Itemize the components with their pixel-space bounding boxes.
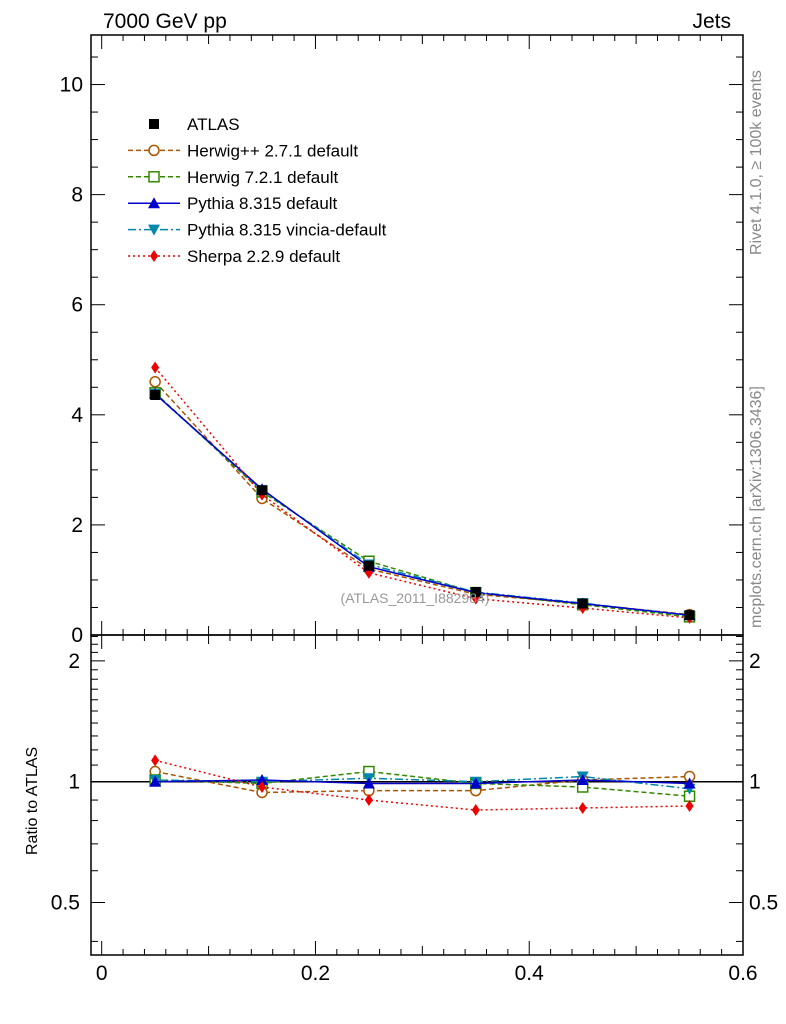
data-point-herwig-2-7-1-default	[149, 376, 161, 388]
data-point-atlas	[684, 610, 695, 621]
analysis-watermark: (ATLAS_2011_I882984)	[341, 590, 490, 606]
header-left: 7000 GeV pp	[103, 10, 227, 33]
main-y-tick-label: 8	[71, 184, 83, 207]
ratio-point-pythia-8-315-default	[469, 777, 482, 789]
ratio-line-pythia-8-315-vincia-default	[155, 775, 690, 790]
ratio-point-pythia-8-315-default	[576, 773, 589, 785]
ratio-line-herwig-2-7-1-default	[154, 770, 690, 794]
data-point-atlas	[470, 587, 481, 598]
main-y-tick-label: 2	[71, 514, 83, 537]
ratio-y-tick-label-left: 2	[68, 650, 80, 673]
ratio-series-group	[149, 754, 696, 817]
rivet-version-label: Rivet 4.1.0, ≥ 100k events	[748, 70, 765, 255]
main-y-tick-label: 6	[71, 294, 83, 317]
ratio-point-sherpa-2-2-9-default	[685, 799, 694, 812]
legend-marker-sherpa-2-2-9-default	[150, 250, 158, 262]
ratio-line-sherpa-2-2-9-default	[154, 759, 690, 811]
ratio-point-sherpa-2-2-9-default	[364, 794, 373, 807]
ratio-y-tick-label-left: 0.5	[51, 892, 80, 915]
legend-label-sherpa-2-2-9-default: Sherpa 2.2.9 default	[187, 247, 340, 266]
x-tick-label: 0.2	[301, 962, 330, 985]
legend-marker-herwig-2-7-1-default	[148, 144, 160, 157]
ratio-line-pythia-8-315-default	[155, 779, 690, 785]
legend-marker-pythia-8-315-default	[148, 197, 160, 209]
legend-marker-herwig-7-2-1-default	[148, 171, 160, 183]
main-y-tick-label: 10	[60, 74, 83, 97]
main-series-group	[149, 361, 696, 624]
series-line-herwig-7-2-1-default	[154, 392, 690, 618]
legend-marker-pythia-8-315-vincia-default	[148, 224, 160, 236]
x-tick-label: 0.4	[515, 962, 545, 985]
ratio-point-pythia-8-315-default	[683, 777, 696, 789]
ratio-axis-ticks: 0.5 0.5 1 1 2 2 0 0.2 0.4 0.6	[51, 635, 778, 985]
ratio-point-sherpa-2-2-9-default	[578, 801, 587, 814]
legend-marker-atlas	[149, 119, 159, 129]
ratio-point-sherpa-2-2-9-default	[258, 781, 267, 794]
ratio-y-tick-label-right: 1	[749, 771, 761, 794]
ratio-y-tick-label-left: 1	[68, 771, 80, 794]
main-y-tick-label: 4	[71, 404, 83, 427]
x-tick-label: 0	[96, 962, 108, 985]
ratio-point-pythia-8-315-default	[256, 773, 269, 785]
ratio-plot-frame	[90, 634, 744, 956]
ratio-panel: 0.5 0.5 1 1 2 2 0 0.2 0.4 0.6	[51, 634, 778, 985]
legend-label-pythia-8-315-default: Pythia 8.315 default	[187, 194, 338, 213]
data-point-atlas	[150, 390, 161, 400]
data-point-atlas	[257, 485, 268, 496]
series-line-pythia-8-315-vincia-default	[154, 393, 690, 617]
ratio-y-tick-label-right: 2	[749, 650, 761, 673]
main-panel: 0 2 4 6 8 10 (ATLAS_2011_I882984) ATLAS Herwig…	[60, 34, 744, 647]
ratio-point-sherpa-2-2-9-default	[471, 804, 480, 817]
ratio-point-sherpa-2-2-9-default	[151, 754, 160, 767]
data-point-sherpa-2-2-9-default	[151, 361, 160, 374]
main-y-tick-label: 0	[71, 624, 83, 647]
legend-label-herwig-7-2-1-default: Herwig 7.2.1 default	[187, 168, 338, 187]
data-point-atlas	[363, 560, 374, 571]
legend: ATLAS Herwig++ 2.7.1 default Herwig 7.2.1 …	[128, 115, 387, 266]
main-axis-ticks: 0 2 4 6 8 10	[60, 35, 744, 647]
ratio-y-tick-label-right: 0.5	[749, 892, 778, 915]
ratio-point-pythia-8-315-default	[149, 775, 162, 787]
x-tick-label: 0.6	[728, 962, 757, 985]
legend-label-herwig-2-7-1-default: Herwig++ 2.7.1 default	[187, 141, 358, 160]
mcplots-reference: mcplots.cern.ch [arXiv:1306.3436]	[748, 386, 765, 628]
ratio-y-axis-label: Ratio to ATLAS	[24, 747, 41, 855]
series-line-pythia-8-315-default	[154, 393, 690, 616]
header-right: Jets	[692, 10, 731, 33]
data-point-atlas	[577, 598, 588, 609]
ratio-point-pythia-8-315-default	[362, 777, 375, 789]
legend-label-pythia-8-315-vincia-default: Pythia 8.315 vincia-default	[187, 221, 387, 240]
legend-label-atlas: ATLAS	[187, 115, 240, 134]
